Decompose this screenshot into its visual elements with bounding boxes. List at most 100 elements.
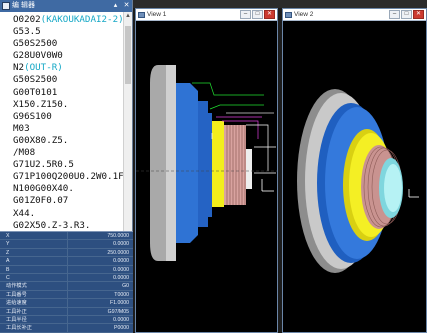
- row-value: 0.0000: [113, 316, 129, 323]
- chuck-highlight: [166, 65, 176, 261]
- table-row: 工具长补正 P0000: [0, 324, 133, 333]
- row-key: X: [6, 233, 10, 239]
- view1-window[interactable]: View 1 – □ ✕: [135, 8, 278, 333]
- code-line[interactable]: G28U0V0W0: [13, 50, 123, 62]
- row-divider: [67, 315, 68, 325]
- code-text: N2: [13, 62, 25, 74]
- code-line[interactable]: G01Z0F0.07: [13, 195, 123, 207]
- code-panel-title: 编 辑器: [12, 2, 35, 9]
- code-line[interactable]: X44.: [13, 208, 123, 220]
- code-line[interactable]: X150.Z150.: [13, 99, 123, 111]
- row-divider: [67, 273, 68, 283]
- row-key: A: [6, 258, 10, 265]
- code-line[interactable]: /M08: [13, 147, 123, 159]
- row-divider: [67, 265, 68, 274]
- code-text: G71U2.5R0.5: [13, 159, 74, 171]
- row-divider: [67, 240, 68, 249]
- workpiece-body: [198, 101, 212, 227]
- code-line[interactable]: G96S100: [13, 111, 123, 123]
- view1-title: View 1: [147, 11, 167, 18]
- scroll-thumb[interactable]: [125, 26, 131, 84]
- code-scrollbar[interactable]: ▲: [123, 12, 132, 231]
- bore-inner: [384, 164, 402, 212]
- nc-code-lines[interactable]: O0202(KAKOUKADAI2-2) G53.5 G50S2500 G28U0V0…: [13, 14, 123, 231]
- code-line[interactable]: G00T0101: [13, 87, 123, 99]
- row-key: 工具番号: [6, 291, 27, 298]
- table-row: B 0.0000: [0, 265, 133, 274]
- view1-minimize-button[interactable]: –: [240, 10, 251, 19]
- code-line[interactable]: G53.5: [13, 26, 123, 38]
- row-key: 工具补正: [6, 308, 27, 315]
- table-row: Y 0.0000: [0, 240, 133, 249]
- code-line[interactable]: N2(OUT-R): [13, 62, 123, 74]
- view2-window[interactable]: View 2 – □ ✕: [282, 8, 427, 333]
- scroll-up-icon[interactable]: ▲: [125, 13, 131, 19]
- code-line[interactable]: O0202(KAKOUKADAI2-2): [13, 14, 123, 26]
- axis-triad-icon: [261, 179, 274, 192]
- thread-lines: [226, 125, 246, 205]
- view2-maximize-button[interactable]: □: [401, 10, 412, 19]
- code-text: G02X50.Z-3.R3.: [13, 219, 91, 231]
- row-value: 0.0000: [113, 241, 129, 248]
- view1-titlebar: View 1 – □ ✕: [136, 9, 277, 21]
- code-line[interactable]: G71P100Q200U0.2W0.1F0: [13, 171, 123, 183]
- nc-code-panel: 编 辑器 ▴ ✕ O0202(KAKOUKADAI2-2) G53.5 G50S25…: [0, 0, 133, 231]
- table-row: C 0.0000: [0, 273, 133, 283]
- view1-section-canvas[interactable]: [136, 21, 277, 333]
- row-key: 工具长补正: [6, 325, 32, 332]
- row-key: Y: [6, 241, 10, 248]
- row-key: 工具半径: [6, 316, 27, 323]
- code-text: /M08: [13, 147, 36, 159]
- view2-title: View 2: [294, 11, 314, 18]
- pin-icon[interactable]: ▴: [113, 2, 118, 9]
- row-value: 750.0000: [107, 233, 129, 239]
- thread-section: [224, 125, 246, 205]
- code-text: G00X80.Z5.: [13, 134, 69, 146]
- code-line[interactable]: G50S2500: [13, 38, 123, 50]
- view1-maximize-button[interactable]: □: [252, 10, 263, 19]
- view2-minimize-button[interactable]: –: [389, 10, 400, 19]
- row-value: 250.0000: [107, 249, 129, 256]
- view2-close-button[interactable]: ✕: [413, 10, 424, 19]
- code-line[interactable]: G50S2500: [13, 74, 123, 86]
- axis-indicator-icon: [408, 189, 419, 198]
- row-divider: [67, 232, 68, 241]
- code-line[interactable]: G00X80.Z5.: [13, 135, 123, 147]
- row-value: G97/M05: [107, 308, 129, 315]
- row-divider: [67, 290, 68, 300]
- code-text: G53.5: [13, 26, 41, 38]
- close-icon[interactable]: ✕: [123, 2, 130, 9]
- row-value: 0.0000: [113, 266, 129, 273]
- code-text: M03: [13, 122, 30, 134]
- code-panel-titlebar: 编 辑器 ▴ ✕: [0, 0, 132, 12]
- code-text: O0202: [13, 14, 41, 25]
- code-line[interactable]: G71U2.5R0.5: [13, 159, 123, 171]
- code-line[interactable]: N100G00X40.: [13, 183, 123, 195]
- table-row: 工具番号 T0000: [0, 290, 133, 300]
- row-divider: [67, 307, 68, 316]
- view2-3d-canvas[interactable]: [283, 21, 426, 333]
- top-strip: [133, 0, 427, 8]
- row-key: B: [6, 266, 10, 273]
- row-divider: [67, 282, 68, 291]
- code-text: X44.: [13, 207, 36, 219]
- code-text: G71P100Q200U0.2W0.1F0: [13, 171, 123, 183]
- code-line[interactable]: M03: [13, 123, 123, 135]
- part-face: [246, 149, 252, 189]
- view1-close-button[interactable]: ✕: [264, 10, 275, 19]
- row-value: 0.0000: [113, 258, 129, 265]
- row-value: P0000: [113, 325, 129, 332]
- table-row: 动作模式 G0: [0, 282, 133, 291]
- code-line[interactable]: G02X50.Z-3.R3.: [13, 220, 123, 231]
- code-text: G28U0V0W0: [13, 50, 63, 62]
- table-row: 进给速度 F1.0000: [0, 299, 133, 308]
- view2-icon: [285, 12, 292, 18]
- table-row: 工具半径 0.0000: [0, 315, 133, 325]
- toolpath: [192, 82, 276, 174]
- fixture-ring: [212, 121, 224, 207]
- machine-data-table: X 750.0000 Y 0.0000 Z 250.0000 A 0.0000 B 0.0000 C…: [0, 231, 133, 333]
- view1-icon: [138, 12, 145, 18]
- view2-titlebar: View 2 – □ ✕: [283, 9, 426, 21]
- row-key: 动作模式: [6, 283, 27, 290]
- table-row: X 750.0000: [0, 232, 133, 241]
